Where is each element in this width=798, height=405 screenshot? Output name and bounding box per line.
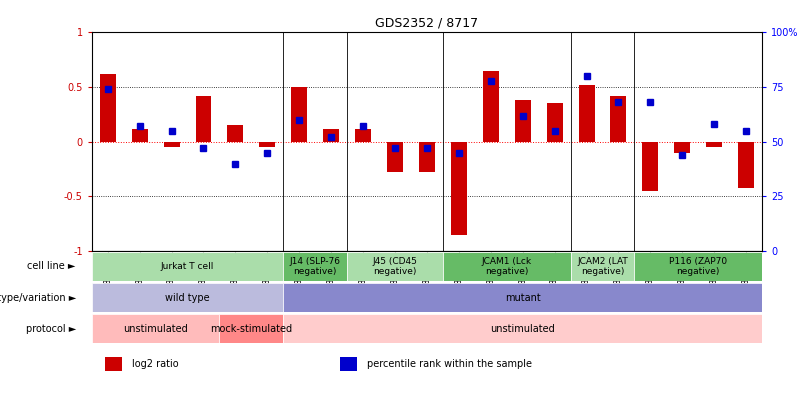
Bar: [579, 85, 595, 142]
Bar: [642, 142, 658, 191]
Text: JCAM2 (LAT
negative): JCAM2 (LAT negative): [577, 257, 628, 276]
Bar: [674, 142, 690, 153]
Text: P116 (ZAP70
negative): P116 (ZAP70 negative): [670, 257, 727, 276]
Bar: [283, 252, 347, 281]
Text: mock-stimulated: mock-stimulated: [211, 324, 292, 334]
Bar: [283, 314, 762, 343]
Bar: [355, 129, 371, 142]
Bar: [347, 252, 443, 281]
Bar: [515, 100, 531, 142]
Text: wild type: wild type: [165, 293, 210, 303]
Bar: [92, 283, 283, 312]
Text: J45 (CD45
negative): J45 (CD45 negative): [373, 257, 417, 276]
Text: unstimulated: unstimulated: [490, 324, 555, 334]
Text: cell line ►: cell line ►: [27, 262, 76, 271]
Bar: [571, 252, 634, 281]
Bar: [419, 142, 435, 173]
Bar: [340, 357, 357, 371]
Bar: [132, 129, 148, 142]
Bar: [547, 104, 563, 142]
Bar: [483, 71, 499, 142]
Bar: [283, 283, 762, 312]
Bar: [451, 142, 467, 234]
Bar: [164, 142, 180, 147]
Text: percentile rank within the sample: percentile rank within the sample: [366, 359, 531, 369]
Bar: [738, 142, 754, 188]
Bar: [634, 252, 762, 281]
Text: protocol ►: protocol ►: [26, 324, 76, 334]
Text: Jurkat T cell: Jurkat T cell: [161, 262, 214, 271]
Bar: [323, 129, 339, 142]
Bar: [92, 314, 219, 343]
Text: mutant: mutant: [505, 293, 540, 303]
Text: J14 (SLP-76
negative): J14 (SLP-76 negative): [290, 257, 341, 276]
Text: unstimulated: unstimulated: [123, 324, 188, 334]
Bar: [610, 96, 626, 142]
Bar: [227, 126, 243, 142]
Bar: [706, 142, 722, 147]
Text: log2 ratio: log2 ratio: [132, 359, 179, 369]
Bar: [100, 74, 116, 142]
Bar: [259, 142, 275, 147]
Bar: [387, 142, 403, 173]
Bar: [219, 314, 283, 343]
Bar: [443, 252, 571, 281]
Bar: [92, 252, 283, 281]
Bar: [291, 87, 307, 142]
Bar: [105, 357, 122, 371]
Bar: [196, 96, 211, 142]
Text: genotype/variation ►: genotype/variation ►: [0, 293, 76, 303]
Title: GDS2352 / 8717: GDS2352 / 8717: [375, 17, 479, 30]
Text: JCAM1 (Lck
negative): JCAM1 (Lck negative): [482, 257, 531, 276]
